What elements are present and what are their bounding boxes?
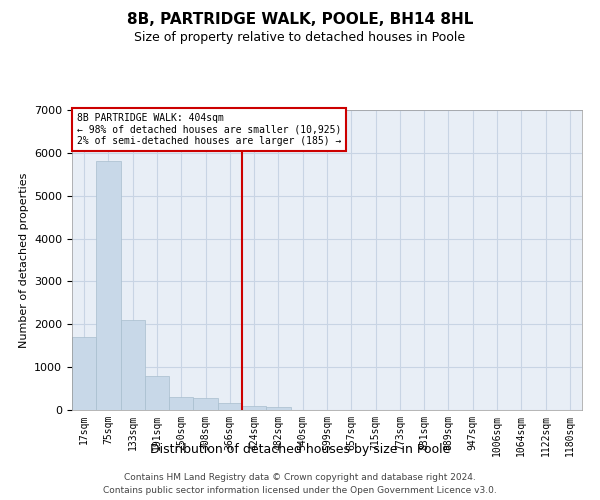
Text: Contains public sector information licensed under the Open Government Licence v3: Contains public sector information licen… xyxy=(103,486,497,495)
Bar xyxy=(145,376,169,410)
Bar xyxy=(218,402,242,410)
Bar xyxy=(193,398,218,410)
Bar xyxy=(266,407,290,410)
Bar xyxy=(72,337,96,410)
Text: Size of property relative to detached houses in Poole: Size of property relative to detached ho… xyxy=(134,31,466,44)
Bar xyxy=(242,406,266,410)
Text: Contains HM Land Registry data © Crown copyright and database right 2024.: Contains HM Land Registry data © Crown c… xyxy=(124,472,476,482)
Bar xyxy=(121,320,145,410)
Text: Distribution of detached houses by size in Poole: Distribution of detached houses by size … xyxy=(150,442,450,456)
Bar xyxy=(96,162,121,410)
Text: 8B, PARTRIDGE WALK, POOLE, BH14 8HL: 8B, PARTRIDGE WALK, POOLE, BH14 8HL xyxy=(127,12,473,28)
Bar xyxy=(169,397,193,410)
Text: 8B PARTRIDGE WALK: 404sqm
← 98% of detached houses are smaller (10,925)
2% of se: 8B PARTRIDGE WALK: 404sqm ← 98% of detac… xyxy=(77,113,341,146)
Y-axis label: Number of detached properties: Number of detached properties xyxy=(19,172,29,348)
